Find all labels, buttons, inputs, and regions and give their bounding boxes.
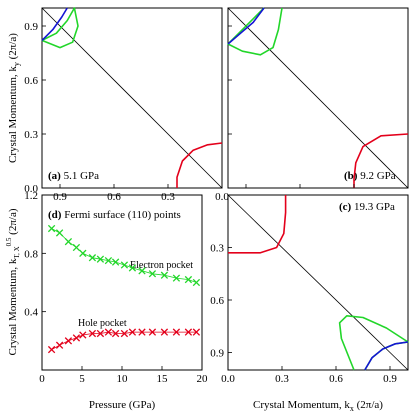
- panel-d-green-point: [138, 267, 146, 275]
- panel-d-xtick-label: 5: [79, 373, 85, 385]
- panel-d-green-point: [120, 261, 129, 269]
- panel-d-red-point: [128, 328, 137, 336]
- panel-a-label: (a) 5.1 GPa: [48, 170, 99, 182]
- panel-c-xtick-label: 0.9: [383, 373, 397, 385]
- panel-c-ytick-label: 0.6: [210, 295, 224, 307]
- panel-a-frame: [41, 7, 223, 189]
- panel-d-title: (d) Fermi surface (110) points: [48, 209, 181, 221]
- ylabel-top: Crystal Momentum, ky (2π/a): [7, 33, 21, 163]
- panel-d-red-point: [148, 328, 157, 336]
- panel-c-xtick-label: 0.3: [275, 373, 289, 385]
- panel-d-green-point: [128, 264, 137, 272]
- panel-d-green-point: [88, 254, 97, 262]
- panel-d-red-point: [120, 329, 129, 338]
- panel-d-red-point: [47, 345, 56, 354]
- panel-b-green-contour: [227, 7, 283, 56]
- panel-b-frame: [227, 7, 409, 189]
- panel-d-green-point: [172, 274, 181, 282]
- panel-b-label: (b) 9.2 GPa: [344, 170, 396, 182]
- panel-c-blue-contour: [364, 341, 409, 371]
- panel-c-frame: [227, 194, 409, 371]
- panel-d-red-point: [79, 331, 87, 339]
- panel-d-red-point: [72, 334, 81, 342]
- panel-d-green-point: [148, 270, 157, 278]
- panel-d-green-line: [51, 228, 197, 283]
- ylabel-bottom: Crystal Momentum, kT, X0.5 (2π/a): [5, 208, 21, 355]
- panel-b-blue-contour: [227, 7, 265, 45]
- panel-d-red-point: [111, 329, 120, 338]
- panel-d-red-point: [55, 341, 64, 349]
- panel-d-green-point: [79, 249, 87, 257]
- panel-d-red-point: [88, 329, 97, 338]
- panel-c-diagonal: [227, 194, 409, 371]
- panel-a-ytick-label: 0.9: [24, 21, 38, 33]
- panel-d-ytick-label: 1.2: [24, 190, 38, 202]
- panel-a-diagonal: [41, 7, 223, 189]
- panel-a-ytick-label: 0.6: [24, 75, 38, 87]
- panel-d-xtick-label: 15: [157, 373, 169, 385]
- panel-a-xtick-label: 0.9: [53, 191, 67, 203]
- panel-a-red-contour: [176, 142, 223, 188]
- panel-c-ytick-label: 0.3: [210, 243, 224, 255]
- xlabel-kx: Crystal Momentum, kx (2π/a): [253, 399, 383, 413]
- panel-d-red-point: [192, 328, 201, 336]
- panel-a-green-contour: [41, 7, 79, 49]
- svg-text:(a) 5.1 GPa: (a) 5.1 GPa: [48, 170, 99, 182]
- panel-a-xtick-label: 0.0: [215, 191, 229, 203]
- panel-d-green-point: [192, 278, 201, 287]
- panel-d-ytick-label: 0.4: [24, 307, 38, 319]
- panel-d-xtick-label: 20: [197, 373, 209, 385]
- legend-hole-pocket: Hole pocket: [78, 318, 127, 329]
- panel-c-xtick-label: 0.0: [221, 373, 235, 385]
- panel-d-red-point: [184, 328, 193, 336]
- panel-d-red-point: [138, 328, 146, 336]
- panel-d-green-point: [160, 271, 169, 279]
- chart-marks: 0.9 0.6 0.3 0.0 0.0 0.3 0.6 0.9 0.0 0.3 0.6 0.9 0.3 0…: [24, 7, 409, 385]
- panel-d-red-point: [104, 328, 113, 336]
- panel-c-red-contour: [228, 195, 287, 254]
- legend-electron-pocket: Electron pocket: [130, 260, 193, 271]
- panel-d-red-point: [160, 328, 169, 336]
- panel-d-xtick-label: 0: [39, 373, 45, 385]
- panel-d-xtick-label: 10: [117, 373, 129, 385]
- panel-b-red-contour: [353, 133, 409, 188]
- panel-d-ytick-label: 0.8: [24, 248, 38, 260]
- panel-a-xtick-label: 0.3: [161, 191, 175, 203]
- svg-text:(d) Fermi surface (110) points: (d) Fermi surface (110) points: [48, 209, 181, 221]
- panel-a-xtick-label: 0.6: [107, 191, 121, 203]
- panel-d-red-point: [64, 337, 73, 345]
- panel-c-ytick-label: 0.9: [210, 348, 224, 360]
- panel-d-green-point: [72, 243, 81, 252]
- panel-d-green-point: [64, 238, 73, 246]
- panel-a-ytick-label: 0.3: [24, 129, 38, 141]
- panel-d-green-point: [111, 258, 120, 266]
- xlabel-pressure: Pressure (GPa): [89, 399, 156, 411]
- panel-d-red-point: [96, 329, 105, 338]
- svg-text:(b) 9.2 GPa: (b) 9.2 GPa: [344, 170, 396, 182]
- panel-a-ytick-label: 0.0: [24, 183, 38, 195]
- panel-d-green-point: [55, 229, 64, 237]
- panel-d-red-point: [172, 328, 181, 336]
- svg-text:(c) 19.3 GPa: (c) 19.3 GPa: [339, 201, 395, 213]
- panel-d-green-point: [104, 256, 113, 265]
- panel-c-label: (c) 19.3 GPa: [339, 201, 395, 213]
- panel-d-green-point: [184, 275, 193, 284]
- panel-d-green-point: [47, 224, 56, 233]
- panel-a-blue-contour: [41, 7, 68, 41]
- panel-c-xtick-label: 0.6: [329, 373, 343, 385]
- panel-d-green-point: [96, 255, 105, 263]
- panel-b-diagonal: [227, 7, 409, 189]
